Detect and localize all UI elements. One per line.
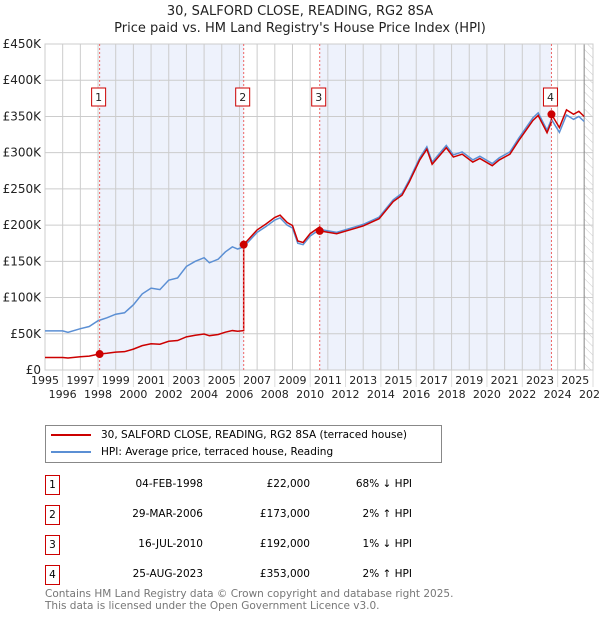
sale-marker-label: 1 [95, 91, 102, 104]
x-tick-label: 2009 [278, 374, 306, 387]
sale-hpi-diff: 2% ↑ HPI [362, 508, 412, 520]
x-tick-label: 1996 [49, 388, 77, 401]
x-tick-label: 2015 [385, 374, 413, 387]
property-price-line [45, 108, 585, 359]
chart-subtitle: Price paid vs. HM Land Registry's House … [114, 21, 486, 36]
x-tick-label: 2017 [420, 374, 448, 387]
footer-licence: This data is licensed under the Open Gov… [45, 600, 380, 612]
x-tick-label: 2010 [296, 388, 324, 401]
legend-label-hpi: HPI: Average price, terraced house, Read… [101, 446, 334, 458]
x-tick-label: 2018 [438, 388, 466, 401]
sale-marker-label: 4 [547, 91, 554, 104]
x-tick-label: 1997 [66, 374, 94, 387]
sale-price: £22,000 [266, 478, 310, 490]
y-tick-label: £400K [3, 73, 43, 87]
legend-label-property: 30, SALFORD CLOSE, READING, RG2 8SA (ter… [101, 429, 408, 441]
x-tick-label: 2021 [491, 374, 519, 387]
sale-price: £173,000 [259, 508, 310, 520]
ownership-shade [99, 44, 244, 370]
x-tick-label: 2025 [561, 374, 589, 387]
sale-point [95, 350, 104, 359]
y-tick-label: £150K [3, 254, 43, 268]
x-tick-label: 1999 [102, 374, 130, 387]
sale-date: 04-FEB-1998 [135, 478, 203, 490]
hpi-line [45, 111, 585, 334]
sale-point [315, 226, 324, 235]
sale-date: 16-JUL-2010 [138, 538, 203, 550]
sale-row: 4 25-AUG-2023 £353,000 2% ↑ HPI [45, 565, 445, 585]
sale-marker-label: 2 [239, 91, 246, 104]
x-tick-label: 2019 [455, 374, 483, 387]
x-tick-label: 2013 [349, 374, 377, 387]
x-tick-label: 2004 [190, 388, 218, 401]
legend: 30, SALFORD CLOSE, READING, RG2 8SA (ter… [45, 425, 442, 463]
x-tick-label: 2026 [579, 388, 600, 401]
footer-copyright: Contains HM Land Registry data © Crown c… [45, 588, 454, 600]
x-tick-label: 2012 [332, 388, 360, 401]
sale-row: 3 16-JUL-2010 £192,000 1% ↓ HPI [45, 535, 445, 555]
sale-price: £353,000 [259, 568, 310, 580]
x-tick-label: 2001 [137, 374, 165, 387]
x-tick-label: 2020 [473, 388, 501, 401]
x-tick-label: 2016 [402, 388, 430, 401]
plot-border [44, 43, 594, 371]
legend-swatch-property [51, 434, 91, 436]
x-tick-label: 2023 [526, 374, 554, 387]
y-tick-label: £100K [3, 291, 43, 305]
sale-number: 3 [45, 535, 60, 555]
sale-marker-label: 3 [315, 91, 322, 104]
sale-date: 29-MAR-2006 [132, 508, 203, 520]
y-tick-label: £0 [26, 363, 41, 377]
x-tick-label: 2000 [119, 388, 147, 401]
x-tick-label: 2003 [172, 374, 200, 387]
chart-title: 30, SALFORD CLOSE, READING, RG2 8SA [166, 4, 434, 19]
sale-row: 1 04-FEB-1998 £22,000 68% ↓ HPI [45, 475, 445, 495]
sale-number: 4 [45, 565, 60, 585]
x-tick-label: 2002 [155, 388, 183, 401]
x-tick-label: 2022 [508, 388, 536, 401]
legend-item-hpi: HPI: Average price, terraced house, Read… [51, 444, 333, 460]
x-tick-label: 2007 [243, 374, 271, 387]
sale-hpi-diff: 1% ↓ HPI [362, 538, 412, 550]
x-tick-label: 2008 [261, 388, 289, 401]
sale-hpi-diff: 68% ↓ HPI [355, 478, 412, 490]
sale-point [547, 110, 556, 119]
sale-row: 2 29-MAR-2006 £173,000 2% ↑ HPI [45, 505, 445, 525]
sale-hpi-diff: 2% ↑ HPI [362, 568, 412, 580]
footer: Contains HM Land Registry data © Crown c… [45, 588, 453, 612]
x-tick-label: 2005 [208, 374, 236, 387]
y-tick-label: £450K [3, 37, 43, 51]
x-tick-label: 1998 [84, 388, 112, 401]
sale-marker-box [542, 87, 558, 107]
y-tick-label: £250K [3, 182, 43, 196]
y-tick-label: £350K [3, 109, 43, 123]
plot-area: 1995199619971998199920002001200220032004… [3, 37, 600, 401]
sale-point [239, 240, 248, 249]
y-tick-label: £300K [3, 146, 43, 160]
x-tick-label: 2006 [225, 388, 253, 401]
sale-marker-box [235, 87, 251, 107]
ownership-shade [319, 44, 552, 370]
x-tick-label: 2011 [314, 374, 342, 387]
x-tick-label: 2024 [544, 388, 572, 401]
y-tick-label: £200K [3, 218, 43, 232]
sale-marker-box [311, 87, 327, 107]
legend-item-property: 30, SALFORD CLOSE, READING, RG2 8SA (ter… [51, 427, 407, 443]
sale-marker-box [91, 87, 107, 107]
x-tick-label: 1995 [31, 374, 59, 387]
sale-date: 25-AUG-2023 [132, 568, 203, 580]
legend-swatch-hpi [51, 451, 91, 453]
sale-number: 2 [45, 505, 60, 525]
sale-number: 1 [45, 475, 60, 495]
x-tick-label: 2014 [367, 388, 395, 401]
sale-price: £192,000 [259, 538, 310, 550]
y-tick-label: £50K [10, 327, 42, 341]
future-hatch [584, 44, 593, 370]
